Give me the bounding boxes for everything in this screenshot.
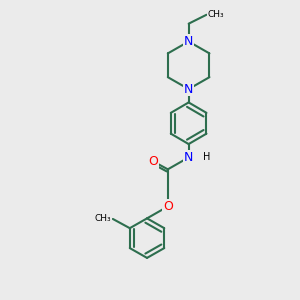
Text: N: N xyxy=(184,35,193,48)
Text: N: N xyxy=(184,151,193,164)
Text: N: N xyxy=(184,82,193,96)
Text: O: O xyxy=(148,155,158,168)
Text: CH₃: CH₃ xyxy=(208,10,225,19)
Text: H: H xyxy=(203,152,211,162)
Text: O: O xyxy=(163,200,173,213)
Text: CH₃: CH₃ xyxy=(95,214,111,224)
